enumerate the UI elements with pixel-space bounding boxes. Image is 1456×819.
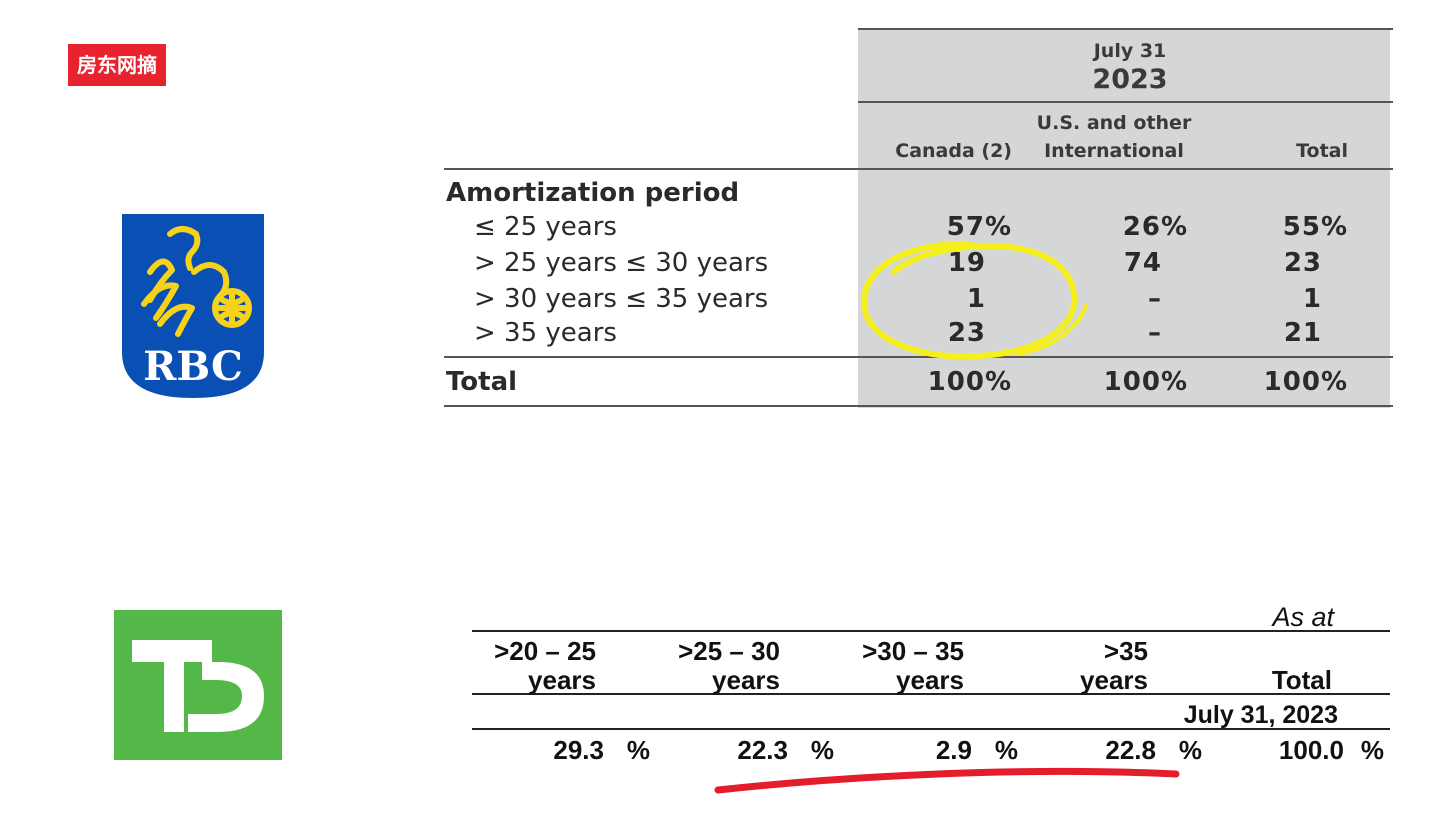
rbc-logo-text: RBC — [143, 343, 243, 390]
rbc-total-canada: 100% — [927, 367, 1012, 397]
td-header-line2: years — [528, 665, 596, 695]
rbc-bottom-rule — [444, 405, 1393, 407]
rbc-header-rule — [444, 168, 1393, 170]
rbc-year-rule — [858, 101, 1393, 103]
rbc-total-total: 100% — [1263, 367, 1348, 397]
rbc-col-total: Total — [1296, 140, 1348, 162]
td-unit: % — [994, 735, 1018, 765]
td-value: 100.0 — [1278, 735, 1344, 765]
td-unit: % — [1360, 735, 1384, 765]
rbc-row-label: > 25 years ≤ 30 years — [474, 248, 769, 278]
td-top-rule — [472, 630, 1390, 632]
rbc-logo: RBC — [122, 214, 264, 398]
rbc-total-value: 21 — [1283, 318, 1322, 348]
rbc-col-us-line2: International — [1044, 140, 1184, 162]
highlight-circle — [860, 240, 1088, 360]
td-header-line2: years — [896, 665, 964, 695]
rbc-row-label: > 30 years ≤ 35 years — [474, 284, 769, 314]
rbc-us-value: – — [1148, 318, 1162, 348]
td-header-total: Total — [1271, 665, 1332, 695]
td-date-label: July 31, 2023 — [1183, 701, 1338, 729]
red-underline-annotation — [714, 767, 1180, 794]
rbc-year-header: 2023 — [1092, 64, 1168, 95]
rbc-shaded-columns — [858, 30, 1390, 408]
rbc-total-us: 100% — [1103, 367, 1188, 397]
rbc-canada-value: 23 — [947, 318, 986, 348]
td-header-line1: >30 – 35 — [862, 636, 964, 666]
rbc-us-value: – — [1148, 284, 1162, 314]
rbc-total-label: Total — [446, 367, 518, 397]
td-unit: % — [1178, 735, 1202, 765]
rbc-us-value: 26% — [1122, 212, 1188, 242]
rbc-total-value: 23 — [1283, 248, 1322, 278]
td-logo-text: TD — [197, 755, 199, 757]
rbc-total-value: 55% — [1282, 212, 1348, 242]
td-date-rule — [472, 728, 1390, 730]
td-value: 22.3 — [737, 735, 788, 765]
td-header-line2: years — [712, 665, 780, 695]
rbc-canada-value: 57% — [946, 212, 1012, 242]
td-header-line1: >25 – 30 — [678, 636, 780, 666]
watermark-badge: 房东网摘 — [68, 44, 166, 86]
td-unit: % — [626, 735, 650, 765]
rbc-section-label: Amortization period — [446, 178, 740, 208]
rbc-col-canada: Canada (2) — [895, 140, 1012, 162]
td-as-at: As at — [1272, 602, 1334, 632]
rbc-us-value: 74 — [1123, 248, 1162, 278]
rbc-row-label: ≤ 25 years — [474, 212, 617, 242]
td-unit: % — [810, 735, 834, 765]
td-value: 22.8 — [1105, 735, 1156, 765]
rbc-canada-value: 1 — [966, 284, 986, 314]
rbc-canada-value: 19 — [947, 248, 986, 278]
td-header-rule — [472, 693, 1390, 695]
rbc-total-value: 1 — [1302, 284, 1322, 314]
td-header-line1: >35 — [1103, 636, 1148, 666]
td-value: 2.9 — [935, 735, 972, 765]
td-logo: TD — [114, 610, 282, 760]
td-header-line2: years — [1080, 665, 1148, 695]
rbc-total-top-rule — [444, 356, 1393, 358]
rbc-row-label: > 35 years — [474, 318, 617, 348]
td-header-line1: >20 – 25 — [494, 636, 596, 666]
td-value: 29.3 — [553, 735, 604, 765]
rbc-top-rule — [858, 28, 1393, 30]
rbc-col-us-line1: U.S. and other — [1036, 112, 1192, 134]
rbc-period-header: July 31 — [1093, 40, 1167, 62]
